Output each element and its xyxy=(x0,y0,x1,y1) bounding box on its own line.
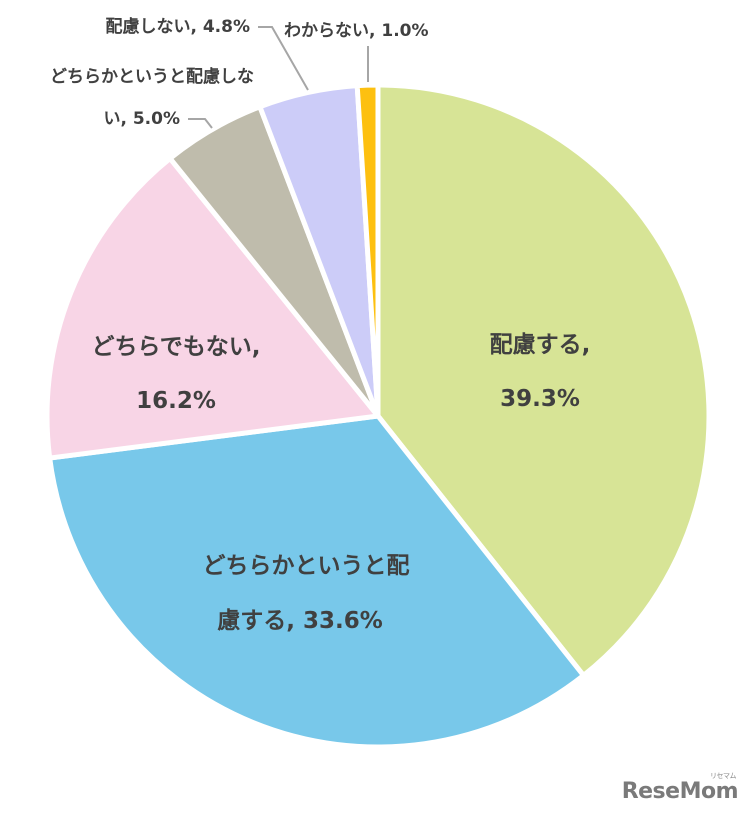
label-wakaranai: わからない, 1.0% xyxy=(284,21,429,41)
label-dochira-demo-nai-1: どちらでもない, xyxy=(91,334,260,360)
label-hairyo-shinai: 配慮しない, 4.8% xyxy=(105,16,250,37)
label-dochira-demo-nai-2: 16.2% xyxy=(136,388,216,414)
watermark-subtext: リセマム xyxy=(710,772,737,780)
label-dochiraka-shinai-1: どちらかというと配慮しな xyxy=(50,66,254,87)
label-dochiraka-suru-2: 慮する, 33.6% xyxy=(217,608,383,634)
leader-line-hairyo-shinai xyxy=(258,26,309,91)
label-hairyo-suru-2: 39.3% xyxy=(500,386,580,412)
pie-slice-2 xyxy=(44,155,381,461)
pie-slices xyxy=(44,82,712,750)
pie-slice-5 xyxy=(354,82,381,419)
watermark-text: ReseMom xyxy=(621,779,739,804)
label-hairyo-suru-1: 配慮する, xyxy=(490,332,591,358)
label-dochiraka-shinai-2: い, 5.0% xyxy=(103,109,180,129)
label-dochiraka-suru-1: どちらかというと配 xyxy=(203,553,410,579)
pie-slice-0 xyxy=(375,82,712,678)
resemom-watermark: ReseMom リセマム xyxy=(621,772,739,804)
leader-line-dochiraka-shinai xyxy=(188,118,213,129)
pie-slice-1 xyxy=(47,413,587,750)
